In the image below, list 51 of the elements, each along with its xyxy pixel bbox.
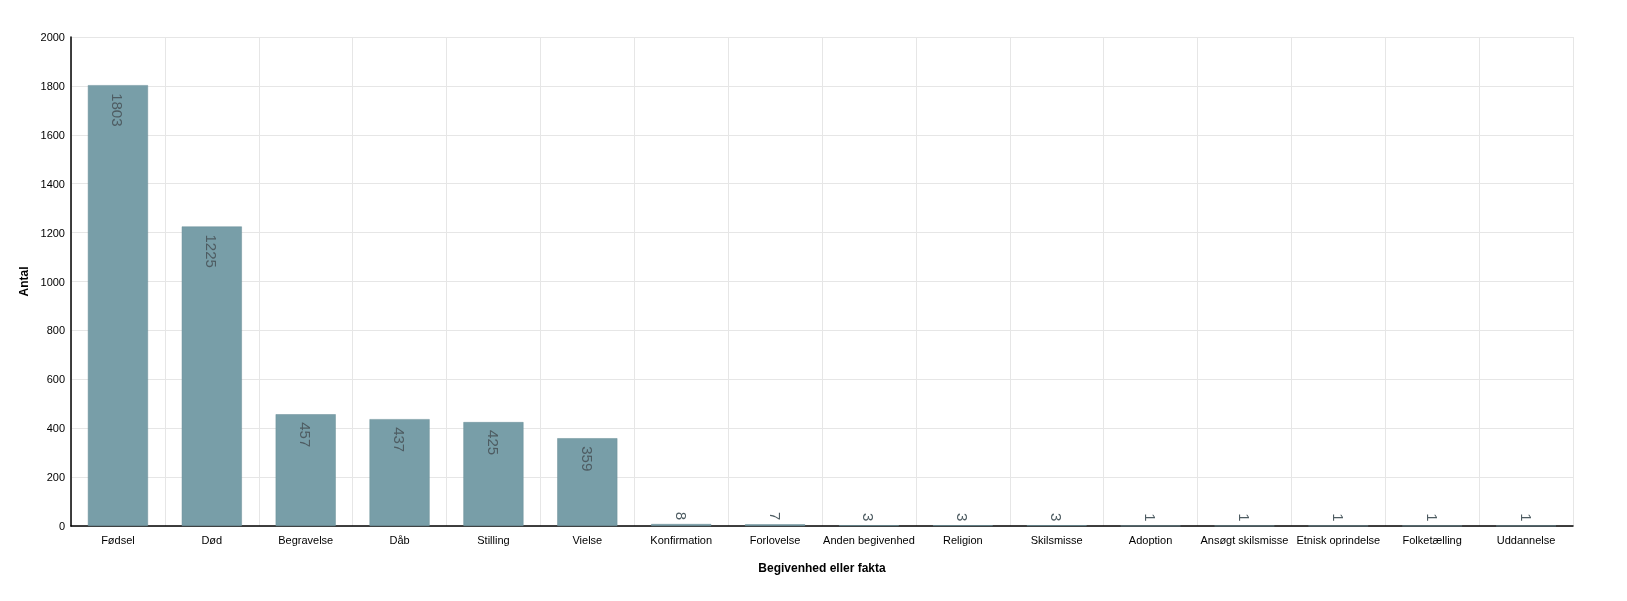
x-tick-label: Adoption — [1128, 533, 1173, 546]
bar — [275, 414, 336, 526]
data-label: 3 — [954, 512, 972, 522]
data-label: 3 — [1048, 512, 1066, 522]
data-label: 1225 — [203, 234, 221, 268]
data-label: 359 — [578, 446, 596, 472]
x-tick-label: Konfirmation — [650, 533, 713, 546]
x-axis-title: Begivenhed eller fakta — [758, 561, 887, 575]
data-label: 1803 — [109, 93, 127, 127]
bar — [181, 226, 242, 526]
y-tick-label: 400 — [46, 422, 65, 435]
bar — [557, 438, 618, 526]
bar — [87, 85, 148, 526]
x-tick-label: Ansøgt skilsmisse — [1200, 533, 1289, 546]
y-tick-label: 600 — [46, 373, 65, 386]
data-label: 425 — [484, 430, 502, 456]
y-tick-label: 1000 — [40, 275, 65, 288]
data-label: 1 — [1142, 513, 1160, 522]
x-tick-label: Vielse — [572, 533, 603, 546]
x-tick-label: Død — [201, 533, 223, 546]
data-label: 1 — [1517, 513, 1535, 522]
x-tick-label: Anden begivenhed — [823, 533, 915, 546]
data-label: 457 — [297, 422, 315, 448]
x-tick-label: Begravelse — [278, 533, 334, 546]
x-tick-label: Folketælling — [1402, 533, 1462, 546]
y-tick-label: 2000 — [40, 31, 65, 43]
x-tick-label: Stilling — [477, 533, 510, 546]
y-tick-label: 1600 — [40, 128, 65, 141]
x-tick-label: Forlovelse — [749, 533, 801, 546]
data-label: 1 — [1423, 513, 1441, 522]
data-label: 3 — [860, 512, 878, 522]
data-label: 8 — [672, 511, 690, 521]
y-tick-label: 200 — [46, 471, 65, 484]
y-tick-label: 800 — [46, 324, 65, 337]
data-label: 1 — [1235, 513, 1253, 522]
bar — [463, 422, 524, 526]
y-tick-label: 1200 — [40, 226, 65, 239]
x-tick-label: Etnisk oprindelse — [1296, 533, 1381, 546]
x-tick-label: Uddannelse — [1496, 533, 1556, 546]
data-label: 1 — [1329, 513, 1347, 522]
x-tick-label: Skilsmisse — [1030, 533, 1083, 546]
x-tick-label: Dåb — [389, 533, 410, 546]
y-tick-label: 0 — [58, 520, 65, 532]
y-axis-title: Antal — [16, 266, 31, 297]
data-label: 437 — [391, 427, 409, 453]
x-tick-label: Fødsel — [101, 533, 135, 546]
y-tick-label: 1800 — [40, 79, 65, 92]
bar — [369, 419, 430, 526]
y-tick-label: 1400 — [40, 177, 65, 190]
x-tick-label: Religion — [942, 533, 983, 546]
data-label: 7 — [766, 511, 784, 521]
